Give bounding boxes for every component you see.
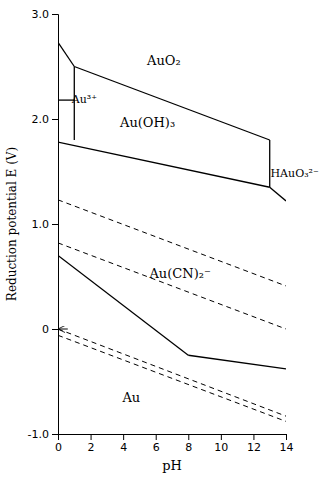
dashed-line	[58, 243, 286, 329]
tick: 10	[214, 434, 228, 454]
tick-mark	[188, 434, 189, 440]
arrow	[58, 329, 68, 330]
tick-label: 14	[280, 441, 294, 454]
annotations: AuO₂ Au(OH)₃ Au(CN)₂⁻ Au Au³⁺ HAuO₃²⁻	[71, 53, 319, 405]
axis-line	[59, 435, 287, 441]
x-axis-title: pH	[162, 458, 182, 473]
tick: 0	[42, 323, 58, 336]
tick-label: 6	[153, 441, 160, 454]
plot-area	[58, 42, 286, 421]
tick-mark	[286, 434, 287, 440]
tick-mark	[91, 434, 92, 440]
dashed-line	[58, 335, 286, 421]
annotation: Au(CN)₂⁻	[148, 266, 210, 281]
tick-label: 12	[247, 441, 261, 454]
y-axis: -1.0 0 1.0 2.0 3.0	[28, 8, 59, 441]
tick-mark	[221, 434, 222, 440]
tick-mark	[156, 434, 157, 440]
tick-label: 4	[120, 441, 127, 454]
annotation: HAuO₃²⁻	[271, 167, 319, 180]
tick-mark	[52, 329, 58, 330]
tick-mark	[253, 434, 254, 440]
tick-label: 2.0	[32, 113, 50, 126]
tick-label: 10	[214, 441, 228, 454]
x-axis: 0 2 4 6 8 10 12 14	[55, 434, 294, 454]
line	[269, 140, 270, 187]
tick: 4	[120, 434, 127, 454]
arrows	[58, 329, 68, 330]
tick-mark	[52, 119, 58, 120]
y-axis-title: Reduction potential E (V)	[5, 147, 19, 301]
tick: 3.0	[32, 8, 59, 21]
tick-mark	[52, 14, 58, 15]
tick-label: 3.0	[32, 8, 50, 21]
tick: 0	[55, 434, 62, 454]
tick-mark	[123, 434, 124, 440]
tick-label: 0	[55, 441, 62, 454]
line	[58, 142, 270, 187]
axis-line	[52, 15, 59, 435]
tick: 1.0	[32, 218, 59, 231]
tick-label: 2	[88, 441, 95, 454]
line	[74, 100, 75, 140]
annotation: Au	[121, 390, 140, 405]
tick-label: -1.0	[28, 428, 49, 441]
tick-mark	[52, 224, 58, 225]
line	[188, 355, 286, 369]
line	[270, 187, 286, 201]
dashed-line	[58, 329, 286, 416]
tick-label: 0	[42, 323, 49, 336]
tick-label: 1.0	[32, 218, 50, 231]
annotation: Au(OH)₃	[119, 115, 175, 130]
tick: 14	[280, 434, 294, 454]
tick-label: 8	[185, 441, 192, 454]
tick: 2	[88, 434, 95, 454]
dashed-line	[58, 200, 286, 286]
line	[74, 67, 269, 141]
tick: 2.0	[32, 113, 59, 126]
annotation: AuO₂	[146, 53, 181, 68]
tick: -1.0	[28, 428, 58, 441]
tick-mark	[52, 434, 58, 435]
tick: 12	[247, 434, 261, 454]
annotation: Au³⁺	[71, 93, 97, 106]
tick: 6	[153, 434, 160, 454]
tick: 8	[185, 434, 192, 454]
chart: 0 2 4 6 8 10 12 14 -1.0 0 1.0 2.0 3.0 pH Reduction pot…	[0, 0, 330, 480]
line	[58, 42, 74, 66]
